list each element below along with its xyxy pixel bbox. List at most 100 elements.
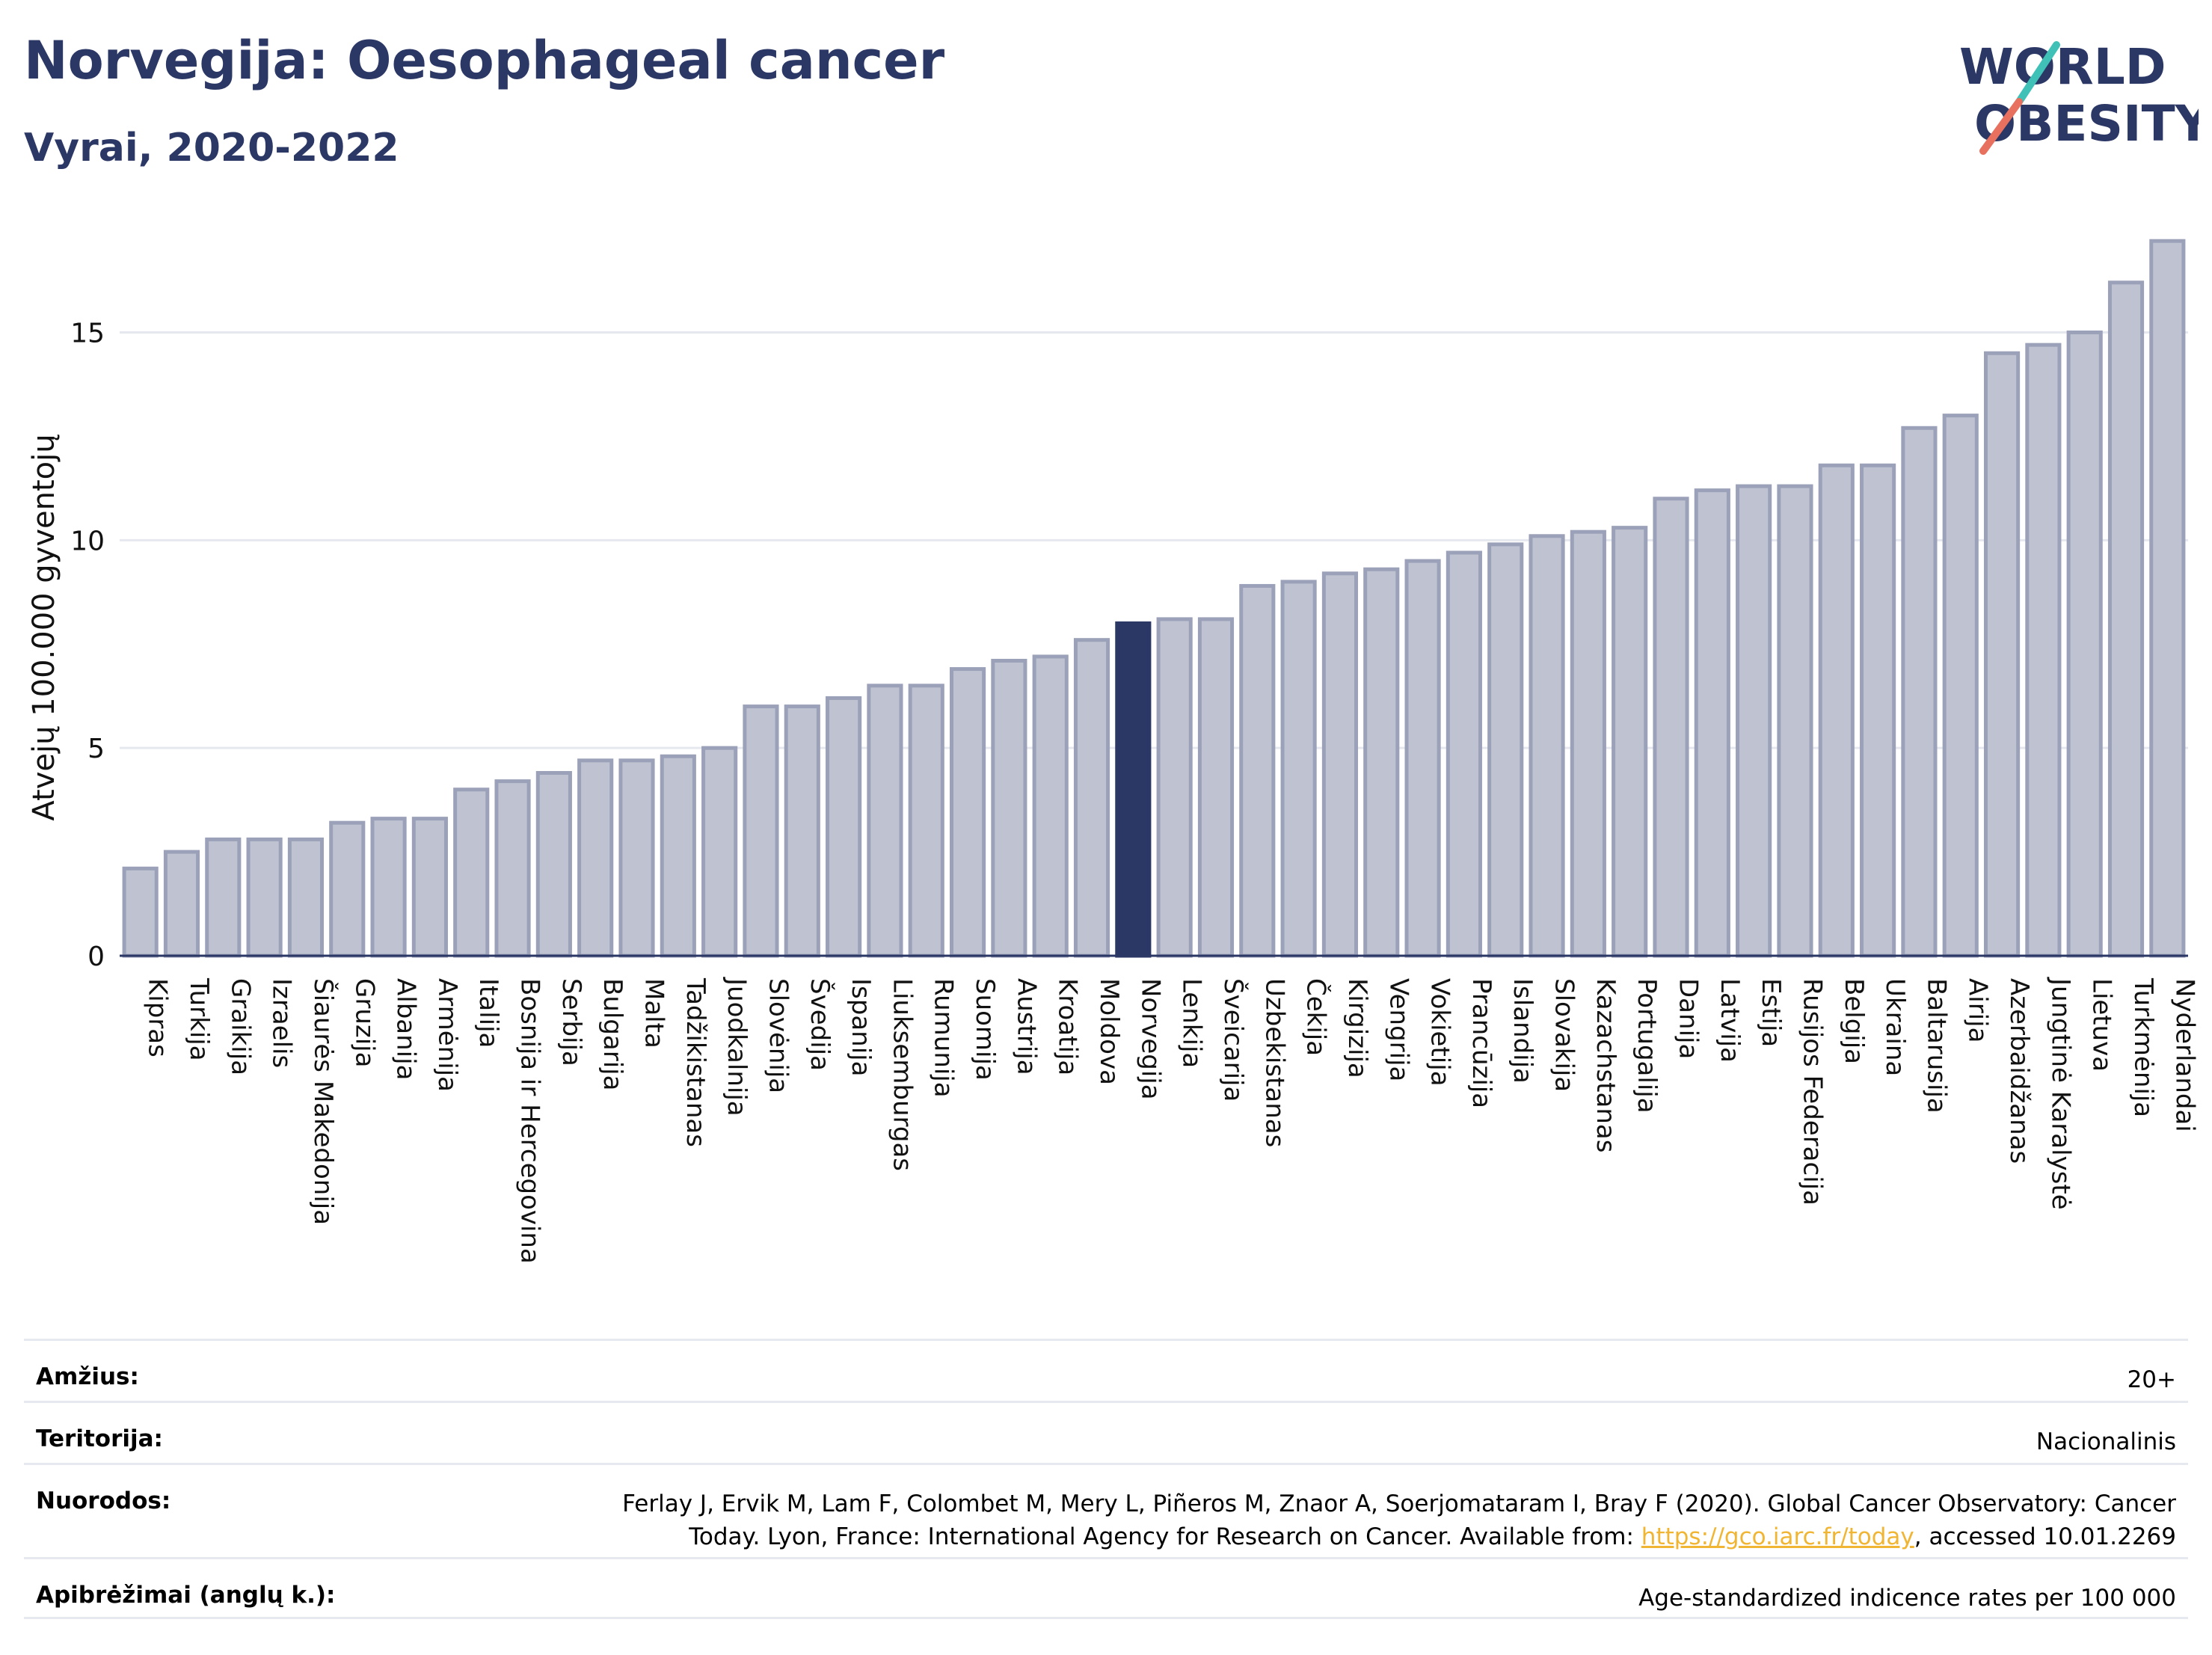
bar-29 bbox=[1321, 571, 1359, 958]
x-axis-ticks: Kipras Turkija Graikija Izraelis Šiaurės Mak… bbox=[143, 977, 2200, 1264]
x-tick-label: Azerbaidžanas bbox=[2004, 978, 2034, 1164]
bar-17 bbox=[826, 696, 862, 958]
bar-14 bbox=[701, 746, 738, 958]
logo-slash-coral bbox=[1979, 98, 2023, 155]
x-tick-label: Švedija bbox=[805, 978, 835, 1071]
x-tick-label: Baltarusija bbox=[1921, 978, 1951, 1114]
x-tick-label: Latvija bbox=[1715, 978, 1745, 1063]
x-tick-label: Vengrija bbox=[1383, 978, 1413, 1081]
x-tick-label: Serbija bbox=[556, 978, 586, 1066]
x-tick-label: Šiaurės Makedonija bbox=[308, 978, 339, 1225]
bar-3 bbox=[246, 837, 283, 958]
y-tick-label: 10 bbox=[70, 526, 105, 556]
references-link[interactable]: https://gco.iarc.fr/today bbox=[1641, 1523, 1914, 1550]
bar-32 bbox=[1446, 550, 1482, 958]
x-tick-label: Lietuva bbox=[2087, 978, 2117, 1072]
x-tick-label: Airija bbox=[1963, 978, 1993, 1043]
x-tick-label: Gruzija bbox=[349, 978, 379, 1067]
world-obesity-logo: WORLD OBESITY bbox=[1959, 38, 2199, 155]
x-tick-label: Turkmėnija bbox=[2128, 977, 2158, 1117]
bar-0 bbox=[122, 866, 159, 958]
references-label: Nuorodos: bbox=[36, 1487, 171, 1514]
bar-11 bbox=[577, 758, 614, 958]
x-tick-label: Portugalija bbox=[1632, 978, 1662, 1114]
info-row-definitions: Apibrėžimai (anglų k.): Age-standardized… bbox=[24, 1557, 2188, 1619]
x-tick-label: Kipras bbox=[143, 978, 173, 1057]
bar-21 bbox=[991, 658, 1027, 958]
x-tick-label: Danija bbox=[1674, 978, 1703, 1059]
x-tick-label: Armėnija bbox=[432, 978, 462, 1092]
y-axis-ticks: 0 5 10 15 bbox=[70, 318, 105, 972]
bar-39 bbox=[1736, 484, 1772, 958]
info-table: Amžius: 20+ Teritorija: Nacionalinis Nuo… bbox=[24, 1339, 2188, 1619]
bar-12 bbox=[618, 758, 655, 958]
x-tick-label: Albanija bbox=[391, 978, 421, 1080]
x-tick-label: Turkija bbox=[184, 977, 214, 1061]
definitions-label: Apibrėžimai (anglų k.): bbox=[36, 1582, 336, 1609]
bar-8 bbox=[453, 787, 490, 958]
bar-13 bbox=[660, 754, 696, 958]
x-tick-label: Uzbekistanas bbox=[1259, 978, 1289, 1147]
info-row-age: Amžius: 20+ bbox=[24, 1339, 2188, 1401]
logo-slash-teal bbox=[2015, 41, 2060, 105]
definitions-value: Age-standardized indicence rates per 100… bbox=[1638, 1585, 2176, 1612]
x-tick-label: Kroatija bbox=[1053, 978, 1083, 1075]
bar-23 bbox=[1073, 638, 1110, 958]
bar-6 bbox=[370, 817, 407, 958]
bar-18 bbox=[867, 684, 903, 958]
x-tick-label: Slovakija bbox=[1549, 978, 1579, 1092]
bar-43 bbox=[1901, 426, 1938, 958]
x-tick-label: Bulgarija bbox=[597, 978, 627, 1090]
bar-5 bbox=[329, 820, 366, 958]
x-tick-label: Prancūzija bbox=[1466, 978, 1496, 1108]
age-label: Amžius: bbox=[36, 1363, 139, 1390]
x-tick-label: Belgija bbox=[1839, 978, 1869, 1064]
x-tick-label: Rusijos Federacija bbox=[1797, 978, 1827, 1206]
x-tick-label: Slovėnija bbox=[763, 978, 793, 1093]
x-tick-label: Jungtinė Karalystė bbox=[2045, 977, 2075, 1210]
x-tick-label: Izraelis bbox=[267, 978, 297, 1068]
bar-44 bbox=[1942, 414, 1979, 958]
bar-35 bbox=[1570, 529, 1606, 958]
bar-37 bbox=[1653, 497, 1689, 958]
x-tick-label: Italija bbox=[473, 978, 503, 1048]
x-tick-label: Nyderlandai bbox=[2169, 978, 2199, 1132]
references-value: Ferlay J, Ervik M, Lam F, Colombet M, Me… bbox=[622, 1487, 2176, 1553]
bar-27 bbox=[1239, 583, 1276, 958]
bar-7 bbox=[411, 817, 448, 958]
x-tick-label: Kazachstanas bbox=[1591, 978, 1620, 1152]
references-line-2-text: Today. Lyon, France: International Agenc… bbox=[689, 1523, 1641, 1550]
y-axis-label: Atvejų 100.000 gyventojų bbox=[27, 434, 61, 820]
bar-1 bbox=[163, 850, 200, 958]
bar-47 bbox=[2066, 330, 2103, 958]
x-tick-label: Rumunija bbox=[929, 978, 959, 1098]
bar-26 bbox=[1197, 617, 1235, 958]
x-tick-label: Vokietija bbox=[1425, 978, 1455, 1087]
bar-28 bbox=[1280, 580, 1317, 958]
bar-22 bbox=[1032, 654, 1069, 958]
x-tick-label: Lenkija bbox=[1177, 978, 1207, 1068]
page-title: Norvegija: Oesophageal cancer bbox=[24, 30, 945, 91]
bar-31 bbox=[1404, 559, 1441, 958]
x-tick-label: Austrija bbox=[1011, 978, 1041, 1075]
bar-15 bbox=[743, 704, 779, 958]
bar-36 bbox=[1612, 526, 1648, 958]
info-row-references: Nuorodos: Ferlay J, Ervik M, Lam F, Colo… bbox=[24, 1463, 2188, 1557]
references-line-1: Ferlay J, Ervik M, Lam F, Colombet M, Me… bbox=[622, 1490, 2176, 1517]
bar-41 bbox=[1818, 463, 1855, 958]
x-tick-label: Norvegija bbox=[1135, 978, 1165, 1100]
bar-chart: 0 5 10 15 Kipras Turkija Graikija Izraelis Šiau… bbox=[27, 239, 2200, 1264]
bar-9 bbox=[494, 779, 531, 958]
x-tick-label: Islandija bbox=[1508, 978, 1537, 1084]
x-tick-label: Moldova bbox=[1094, 978, 1124, 1085]
territory-value: Nacionalinis bbox=[2036, 1428, 2176, 1455]
logo-word-obesity: OBESITY bbox=[1974, 95, 2199, 153]
age-value: 20+ bbox=[2127, 1366, 2176, 1393]
x-tick-label: Šveicarija bbox=[1218, 978, 1249, 1102]
territory-label: Teritorija: bbox=[36, 1425, 163, 1452]
x-tick-label: Bosnija ir Hercegovina bbox=[515, 978, 545, 1264]
references-accessed: , accessed 10.01.2269 bbox=[1914, 1523, 2176, 1550]
info-row-territory: Teritorija: Nacionalinis bbox=[24, 1401, 2188, 1463]
bar-4 bbox=[287, 837, 325, 958]
bar-16 bbox=[784, 704, 820, 958]
